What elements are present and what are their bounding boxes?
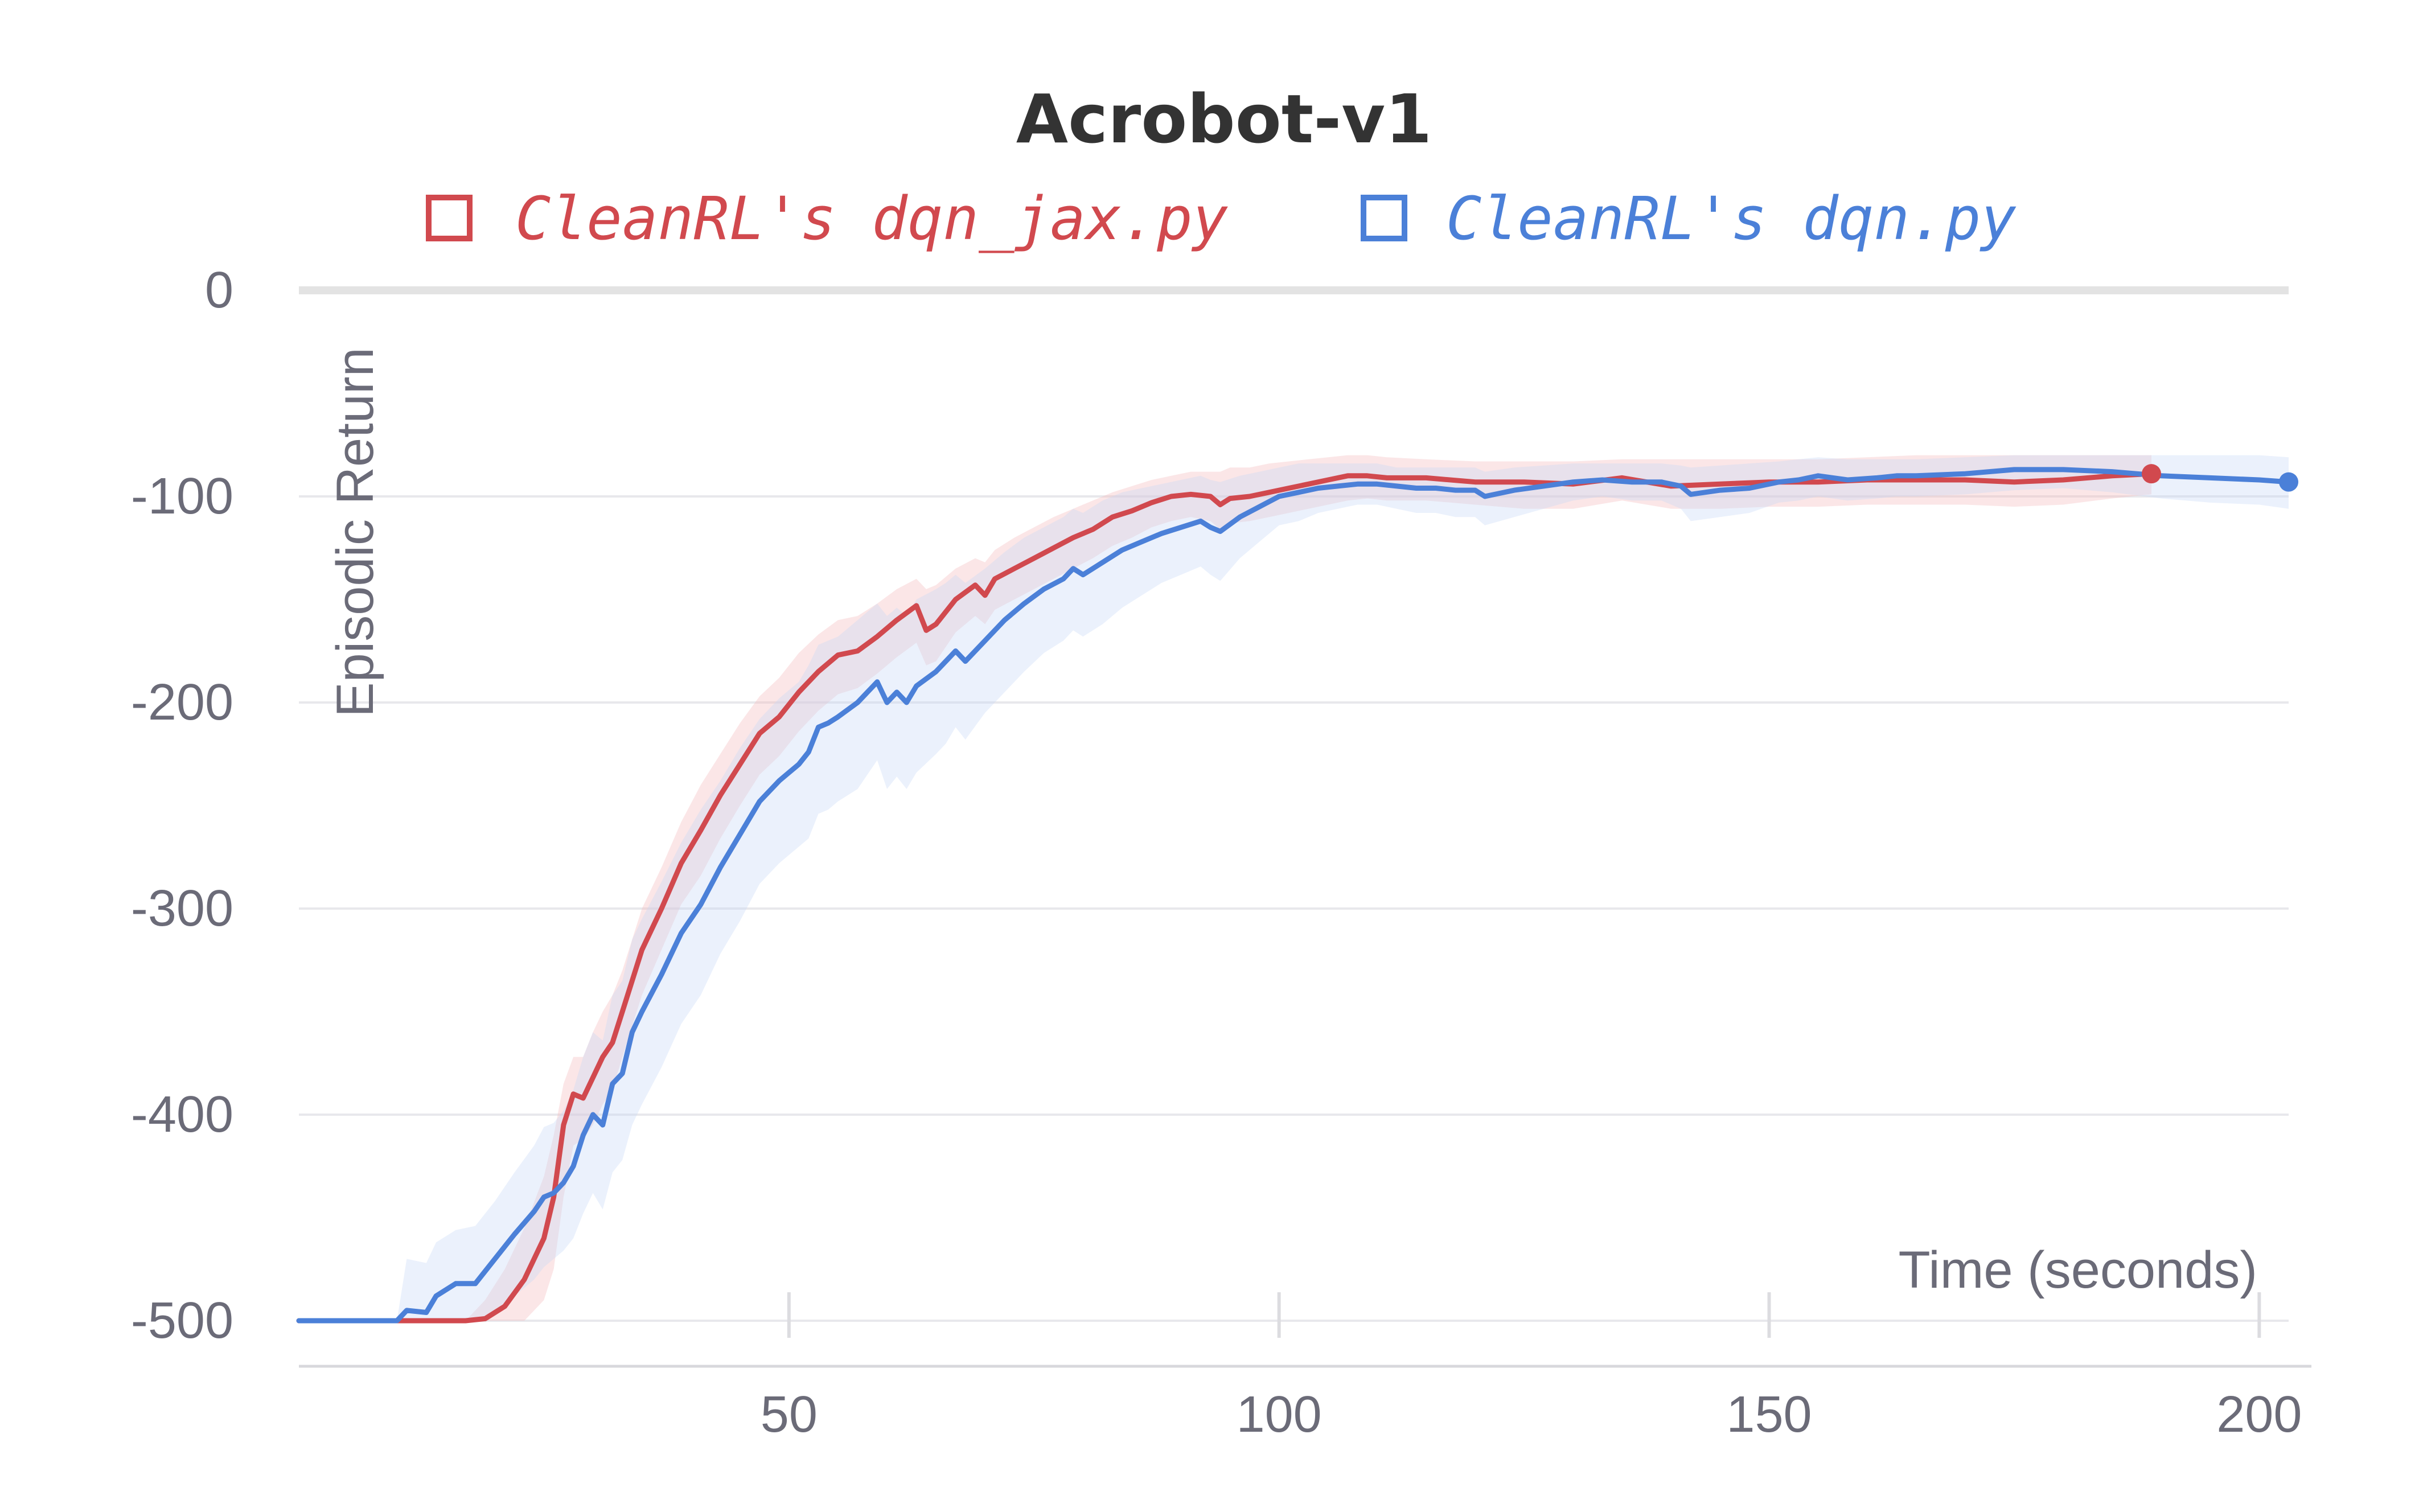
y-tick-label: -500 xyxy=(131,1292,233,1349)
legend: CleanRL's dqn_jax.py CleanRL's dqn.py xyxy=(426,184,2017,253)
y-tick-label: -400 xyxy=(131,1086,233,1143)
y-axis: 0 -100 -200 -300 -400 -500 xyxy=(131,262,233,1349)
confidence-bands xyxy=(299,455,2289,1321)
legend-swatch-dqn xyxy=(1361,195,1407,241)
x-axis-label: Time (seconds) xyxy=(1898,1241,2257,1299)
endpoint-series-0[interactable] xyxy=(2141,464,2161,484)
band-series-1 xyxy=(299,455,2289,1321)
line-series-1[interactable] xyxy=(296,467,2291,1324)
y-tick-label: -100 xyxy=(131,468,233,525)
x-tick-label: 150 xyxy=(1726,1386,1812,1443)
legend-swatch-dqn-jax xyxy=(426,195,473,241)
x-axis: 50 100 150 200 xyxy=(299,1292,2311,1443)
legend-label-dqn-jax: CleanRL's dqn_jax.py xyxy=(515,184,1229,253)
y-tick-label: -300 xyxy=(131,880,233,937)
legend-label-dqn: CleanRL's dqn.py xyxy=(1446,184,2017,253)
endpoint-series-1[interactable] xyxy=(2279,472,2298,492)
series-endpoints xyxy=(2141,464,2298,492)
x-tick-label: 100 xyxy=(1237,1386,1322,1443)
grid xyxy=(299,286,2289,1322)
y-tick-label: 0 xyxy=(205,262,233,319)
y-axis-label: Episodic Return xyxy=(326,347,384,717)
x-tick-label: 50 xyxy=(761,1386,818,1443)
x-tick-label: 200 xyxy=(2216,1386,2302,1443)
y-tick-label: -200 xyxy=(131,674,233,731)
chart-title: Acrobot-v1 xyxy=(1016,80,1432,158)
legend-item-dqn[interactable]: CleanRL's dqn.py xyxy=(1361,184,2017,253)
legend-item-dqn-jax[interactable]: CleanRL's dqn_jax.py xyxy=(426,184,1229,253)
series-lines xyxy=(296,467,2291,1324)
